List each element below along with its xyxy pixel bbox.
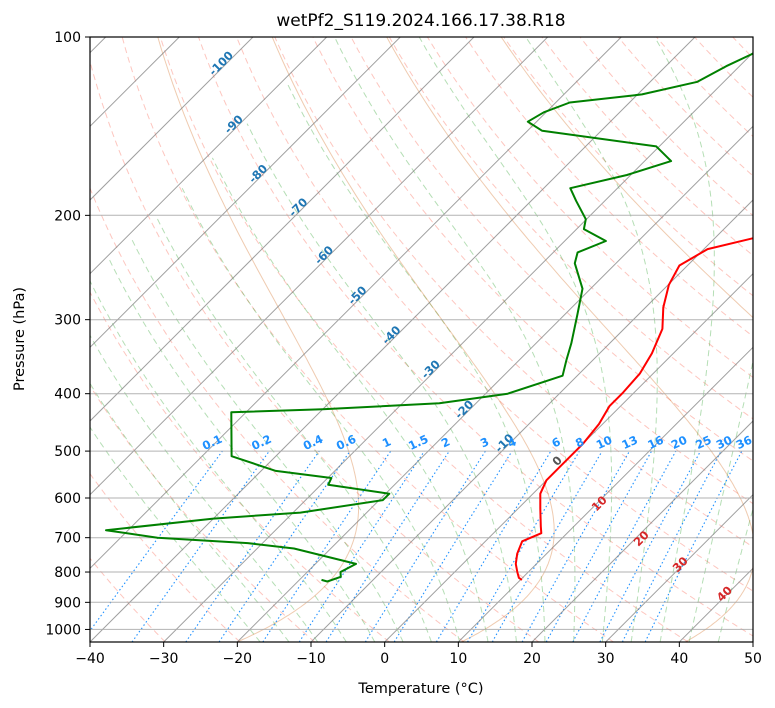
y-tick-label: 500 [54, 444, 81, 460]
theta-e-line [500, 37, 753, 319]
background-lines [90, 37, 775, 642]
moist-adiabat-line [418, 37, 613, 642]
y-tick-label: 400 [54, 387, 81, 403]
mixing-ratio-line [262, 450, 392, 642]
x-axis-title: Temperature (°C) [357, 681, 483, 697]
mixing-ratio-line [393, 450, 513, 642]
mixing-ratio-label: 36 [734, 433, 754, 452]
mixing-ratio-line [572, 450, 677, 642]
mixing-ratio-line [325, 450, 450, 642]
moist-adiabat-line [181, 187, 461, 642]
isotherm-line [90, 37, 401, 349]
y-tick-label: 700 [54, 531, 81, 547]
moist-adiabat-line [717, 506, 753, 642]
dry-adiabat-line [771, 37, 775, 642]
mixing-ratio-line [185, 450, 320, 642]
moist-adiabat-line [287, 83, 546, 642]
y-tick-label: 900 [54, 595, 81, 611]
dry-adiabat-line [90, 59, 540, 642]
isotherm-line [531, 420, 753, 642]
mixing-ratio-label: 10 [594, 433, 614, 452]
mixing-ratio-label: 25 [693, 433, 713, 452]
axes: −40 −30 −20 −10 0 10 20 30 40 50 100 200 300 400 500 60… [45, 30, 762, 667]
mixing-ratio-line [545, 450, 653, 642]
dry-adiabat-line [388, 37, 753, 420]
y-tick-label: 800 [54, 565, 81, 581]
moist-adiabat-line [90, 334, 319, 642]
mixing-ratio-line [131, 450, 270, 642]
x-tick-label: 50 [744, 651, 762, 667]
plot-frame [89, 36, 754, 643]
y-tick-label: 300 [54, 313, 81, 329]
dry-adiabat-line [121, 37, 614, 642]
mixing-ratio-label: 13 [619, 433, 639, 452]
isotherm-line [90, 37, 622, 570]
isotherm-line [90, 37, 328, 275]
isotherm-line [310, 199, 753, 642]
dry-adiabat-line [426, 37, 753, 379]
isotherm-line [384, 272, 753, 642]
isotherm-line [90, 37, 549, 496]
chart-title: wetPf2_S119.2024.166.17.38.R18 [276, 11, 565, 31]
moist-adiabat-line [525, 37, 658, 642]
theta-e-line [386, 37, 753, 642]
x-tick-label: −10 [296, 651, 326, 667]
x-tick-label: 0 [380, 651, 389, 667]
dry-adiabat-line [90, 472, 241, 642]
mixing-ratio-line [218, 450, 351, 642]
dry-adiabat-line [312, 37, 753, 505]
y-tick-label: 600 [54, 491, 81, 507]
mixing-ratio-label: 16 [645, 433, 665, 452]
isotherm-line [236, 125, 753, 642]
theta-e-line [157, 37, 360, 642]
moist-adiabat-line [90, 279, 347, 642]
dry-adiabat-line [90, 291, 390, 642]
moist-adiabat-line [107, 256, 376, 642]
sounding-series [105, 52, 753, 583]
mixing-ratio-line [90, 450, 223, 632]
x-tick-label: 40 [670, 651, 688, 667]
x-tick-label: 20 [523, 651, 541, 667]
y-tick-label: 200 [54, 208, 81, 224]
dry-adiabat-line [350, 37, 753, 462]
x-tick-label: −40 [75, 651, 105, 667]
dry-adiabat-line [236, 37, 753, 592]
moist-adiabat-line [654, 37, 715, 642]
dry-adiabat-line [274, 37, 753, 548]
isotherm-line [90, 37, 254, 201]
mixing-ratio-line [644, 450, 743, 642]
x-tick-label: −20 [223, 651, 253, 667]
dry-adiabat-line [465, 37, 753, 338]
mixing-ratio-label: 30 [714, 433, 734, 452]
temperature-profile-line [514, 237, 753, 581]
moist-adiabat-line [155, 215, 432, 642]
isotherm-line [457, 346, 753, 642]
mixing-ratio-label: 20 [669, 433, 689, 452]
moist-adiabat-line [90, 426, 261, 642]
mixing-ratio-line [298, 450, 425, 642]
dry-adiabat-line [90, 384, 316, 642]
x-tick-label: 30 [597, 651, 615, 667]
moist-adiabat-line [688, 358, 753, 642]
dry-adiabat-line [159, 37, 689, 642]
y-tick-label: 100 [54, 30, 81, 46]
moist-adiabat-line [334, 37, 576, 642]
isotherm-line [163, 51, 753, 642]
moist-adiabat-line [90, 382, 290, 642]
y-tick-label: 1000 [45, 622, 81, 638]
mixing-ratio-line [521, 450, 630, 642]
y-axis-title: Pressure (hPa) [12, 287, 28, 391]
dewpoint-profile-line [105, 52, 753, 583]
dry-adiabat-line [503, 37, 753, 297]
x-tick-label: 10 [449, 651, 467, 667]
x-tick-label: −30 [149, 651, 179, 667]
theta-e-line [271, 37, 555, 642]
dry-adiabat-line [90, 186, 465, 642]
isotherm-line [752, 641, 753, 642]
isotherm-line [90, 37, 475, 422]
moist-adiabat-line [131, 239, 404, 642]
isotherm-line [605, 493, 753, 642]
